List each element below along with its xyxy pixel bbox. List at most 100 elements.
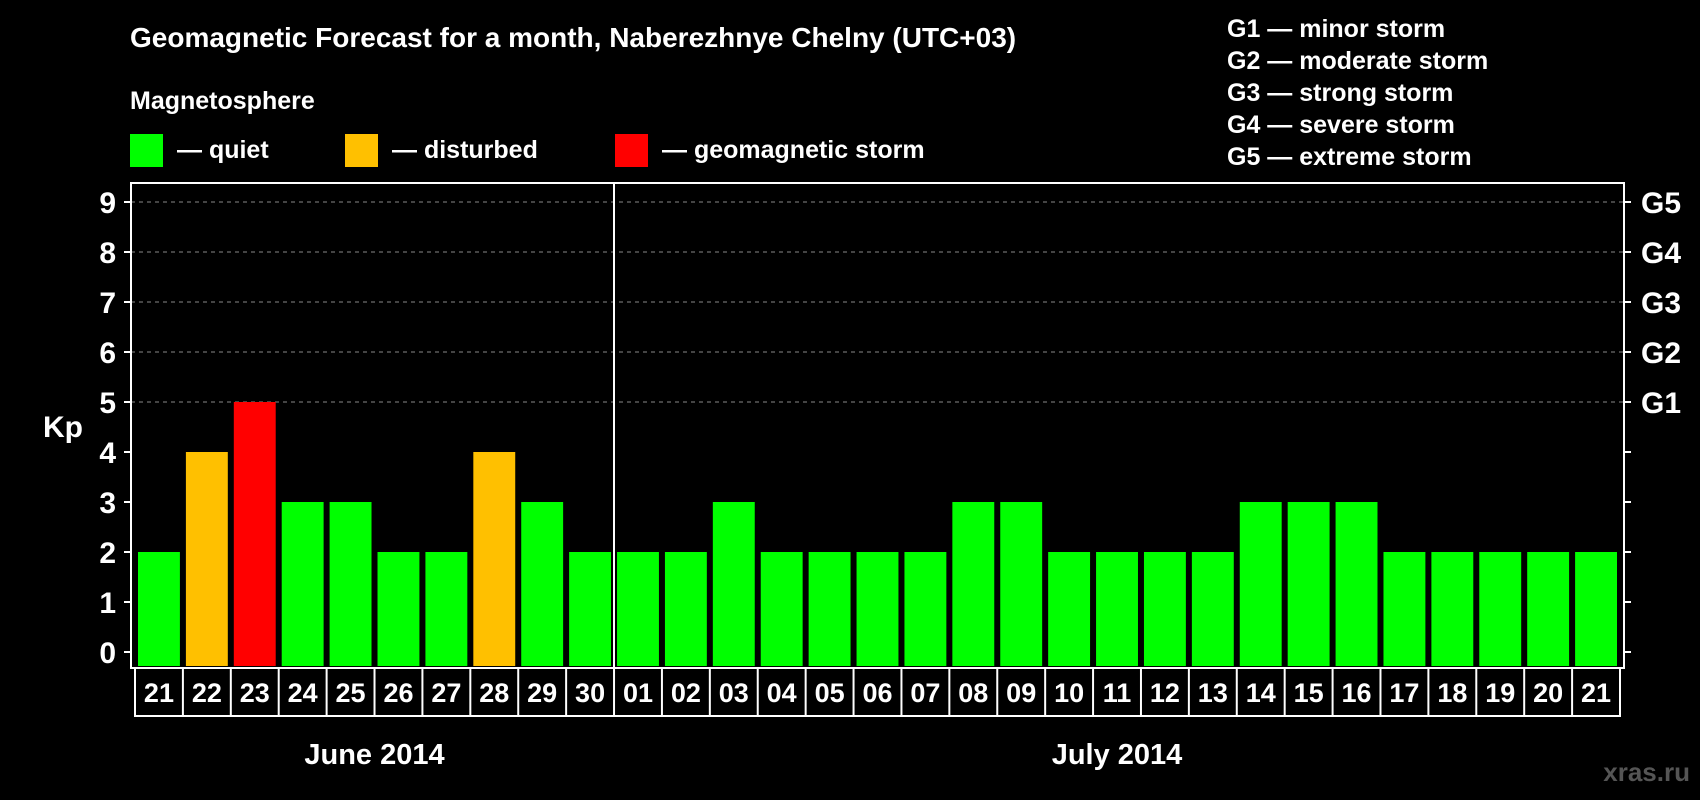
y-tick-label-8: 8 [99, 237, 116, 270]
y-axis: 0 1 2 3 4 5 6 7 8 9 [99, 187, 131, 670]
x-tick-label-11: 02 [671, 678, 701, 708]
x-tick-label-16: 07 [910, 678, 940, 708]
y-tick-label-7: 7 [99, 287, 116, 320]
x-tick-label-22: 13 [1198, 678, 1228, 708]
bar-6 [425, 552, 468, 666]
x-tick-label-19: 10 [1054, 678, 1084, 708]
legend-label-0: — quiet [177, 136, 269, 164]
chart-title: Geomagnetic Forecast for a month, Nabere… [130, 22, 1016, 53]
g-tick-label-3: G4 [1641, 237, 1681, 270]
x-tick-label-5: 26 [383, 678, 413, 708]
x-tick-label-24: 15 [1294, 678, 1324, 708]
g-axis: G1 G2 G3 G4 G5 [1624, 187, 1681, 653]
y-tick-label-4: 4 [99, 437, 116, 470]
bar-13 [760, 552, 803, 666]
legend-heading: Magnetosphere [130, 87, 315, 115]
g-scale-legend: G1 — minor storm G2 — moderate storm G3 — … [1227, 15, 1488, 171]
bar-20 [1096, 552, 1138, 666]
bar-16 [904, 552, 947, 666]
x-tick-label-18: 09 [1006, 678, 1036, 708]
g-scale-item-3: G4 — severe storm [1227, 111, 1455, 139]
y-tick-label-3: 3 [99, 487, 116, 520]
x-tick-label-27: 18 [1437, 678, 1467, 708]
y-axis-label: Kp [43, 411, 83, 444]
date-row-frame [134, 667, 1621, 717]
x-tick-label-2: 23 [240, 678, 270, 708]
x-tick-label-15: 06 [862, 678, 892, 708]
bar-12 [712, 502, 755, 666]
bar-30 [1575, 552, 1617, 666]
bar-15 [856, 552, 899, 666]
bar-29 [1527, 552, 1570, 666]
bars [138, 402, 1617, 666]
x-tick-label-29: 20 [1533, 678, 1563, 708]
bar-27 [1431, 552, 1474, 666]
x-tick-label-20: 11 [1103, 678, 1132, 708]
y-tick-label-9: 9 [99, 187, 116, 220]
bar-5 [377, 552, 420, 666]
x-tick-label-9: 30 [575, 678, 605, 708]
bar-17 [952, 502, 995, 666]
x-tick-label-3: 24 [288, 678, 318, 708]
y-tick-label-2: 2 [99, 537, 116, 570]
bar-22 [1191, 552, 1234, 666]
x-tick-label-23: 14 [1246, 678, 1276, 708]
g-scale-item-4: G5 — extreme storm [1227, 143, 1472, 171]
bar-19 [1048, 552, 1091, 666]
bar-21 [1143, 552, 1186, 666]
x-tick-label-21: 12 [1150, 678, 1180, 708]
y-tick-label-6: 6 [99, 337, 116, 370]
x-tick-label-6: 27 [431, 678, 461, 708]
x-tick-label-28: 19 [1485, 678, 1515, 708]
bar-9 [569, 552, 612, 666]
legend-label-2: — geomagnetic storm [662, 136, 925, 164]
bar-0 [138, 552, 180, 666]
x-tick-label-12: 03 [719, 678, 749, 708]
x-tick-label-17: 08 [958, 678, 988, 708]
y-tick-label-1: 1 [99, 587, 116, 620]
y-tick-label-0: 0 [99, 637, 116, 670]
legend: — quiet — disturbed — geomagnetic storm [130, 134, 925, 167]
g-tick-label-1: G2 [1641, 337, 1681, 370]
bar-3 [281, 502, 324, 666]
bar-7 [473, 452, 516, 666]
x-tick-label-0: 21 [144, 678, 174, 708]
x-tick-label-4: 25 [336, 678, 366, 708]
legend-swatch-0 [130, 134, 163, 167]
y-tick-label-5: 5 [99, 387, 116, 420]
bar-4 [329, 502, 372, 666]
bar-28 [1479, 552, 1522, 666]
bar-23 [1239, 502, 1282, 666]
legend-label-1: — disturbed [392, 136, 538, 164]
month-label-0: June 2014 [304, 739, 444, 771]
g-scale-item-1: G2 — moderate storm [1227, 47, 1488, 75]
grid-lines [131, 201, 1624, 403]
legend-swatch-2 [615, 134, 648, 167]
bar-14 [808, 552, 851, 666]
g-tick-label-4: G5 [1641, 187, 1681, 220]
bar-2 [233, 402, 276, 666]
bar-24 [1287, 502, 1330, 666]
bar-25 [1335, 502, 1378, 666]
x-tick-label-14: 05 [815, 678, 845, 708]
watermark: xras.ru [1603, 757, 1690, 787]
bar-10 [617, 552, 659, 666]
x-tick-label-1: 22 [192, 678, 222, 708]
bar-11 [664, 552, 707, 666]
g-scale-item-0: G1 — minor storm [1227, 15, 1445, 43]
bar-8 [521, 502, 564, 666]
legend-swatch-1 [345, 134, 378, 167]
x-tick-label-7: 28 [479, 678, 509, 708]
g-tick-label-2: G3 [1641, 287, 1681, 320]
x-axis: 21 22 23 24 25 26 27 28 29 30 01 02 03 04 05 06 07 08 09 10… [134, 667, 1621, 717]
x-tick-label-25: 16 [1342, 678, 1372, 708]
x-tick-label-8: 29 [527, 678, 557, 708]
bar-26 [1383, 552, 1426, 666]
g-tick-label-0: G1 [1641, 387, 1681, 420]
g-scale-item-2: G3 — strong storm [1227, 79, 1453, 107]
bar-18 [1000, 502, 1043, 666]
x-tick-label-13: 04 [767, 678, 797, 708]
month-labels: June 2014 July 2014 [304, 739, 1182, 771]
bar-1 [185, 452, 228, 666]
